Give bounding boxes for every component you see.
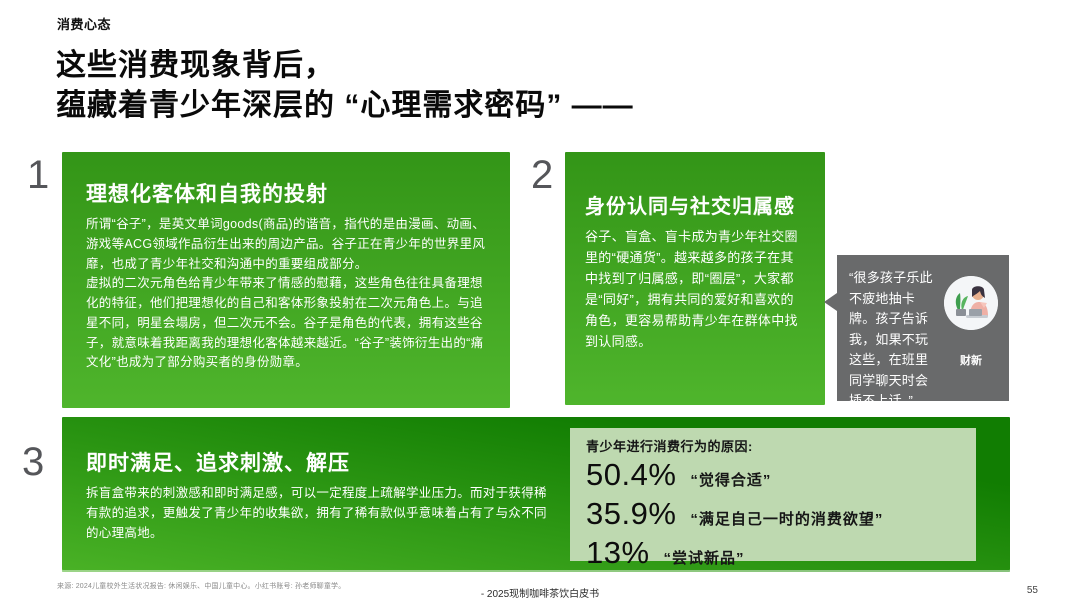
section-2-title: 身份认同与社交归属感 <box>585 196 795 218</box>
section-number-3: 3 <box>22 440 45 484</box>
quote-text: “很多孩子乐此不疲地抽卡牌。孩子告诉我，如果不玩这些，在班里同学聊天时会插不上话… <box>849 270 933 409</box>
section-card-2: 身份认同与社交归属感 谷子、盲盒、盲卡成为青少年社交圈里的“硬通货”。越来越多的… <box>565 152 825 405</box>
stat-value: 13% <box>586 535 650 570</box>
quote-source-label: 财新 <box>960 355 982 367</box>
section-1-title: 理想化客体和自我的投射 <box>86 183 328 206</box>
section-1-body: 所谓“谷子”，是英文单词goods(商品)的谐音，指代的是由漫画、动画、游戏等A… <box>86 217 486 370</box>
avatar <box>944 276 998 330</box>
section-3-title: 即时满足、追求刺激、解压 <box>86 452 350 475</box>
section-number-1: 1 <box>27 153 50 197</box>
quote-attribution: 财新 <box>941 268 1001 391</box>
stat-label: “尝试新品” <box>663 550 745 567</box>
speech-arrow-icon <box>824 293 837 311</box>
section-card-3: 即时满足、追求刺激、解压 拆盲盒带来的刺激感和即时满足感，可以一定程度上疏解学业… <box>62 417 1010 572</box>
section-card-1: 理想化客体和自我的投射 所谓“谷子”，是英文单词goods(商品)的谐音，指代的… <box>62 152 510 408</box>
section-2-body: 谷子、盲盒、盲卡成为青少年社交圈里的“硬通货”。越来越多的孩子在其中找到了归属感… <box>585 229 798 350</box>
consumption-reasons-panel: 青少年进行消费行为的原因: 50.4% “觉得合适” 35.9% “满足自己一时… <box>570 428 976 570</box>
expert-quote-bubble: “很多孩子乐此不疲地抽卡牌。孩子告诉我，如果不玩这些，在班里同学聊天时会插不上话… <box>824 255 1009 409</box>
stat-row: 35.9% “满足自己一时的消费欲望” <box>586 496 960 532</box>
page-title-line1: 这些消费现象背后， <box>56 49 335 82</box>
stats-heading: 青少年进行消费行为的原因: <box>586 439 753 454</box>
stat-value: 50.4% <box>586 457 677 492</box>
page-number: 55 <box>1026 585 1038 596</box>
stat-row: 13% “尝试新品” <box>586 535 960 571</box>
page-title: 这些消费现象背后， 蕴藏着青少年深层的 “心理需求密码” —— <box>56 46 634 126</box>
stat-row: 50.4% “觉得合适” <box>586 457 960 493</box>
stat-label: “满足自己一时的消费欲望” <box>690 511 884 528</box>
section-number-2: 2 <box>531 153 554 197</box>
footer-report-title: - 2025现制咖啡茶饮白皮书 <box>480 589 600 600</box>
section-3-body: 拆盲盒带来的刺激感和即时满足感，可以一定程度上疏解学业压力。而对于获得稀有款的追… <box>86 486 547 540</box>
footer-source-note: 来源: 2024儿童校外生活状况报告: 休闲娱乐、中国儿童中心。小红书账号: 孙… <box>57 583 346 590</box>
page-title-line2: 蕴藏着青少年深层的 “心理需求密码” —— <box>56 88 634 122</box>
stat-value: 35.9% <box>586 496 677 531</box>
stat-label: “觉得合适” <box>690 472 772 489</box>
slide-eyebrow: 消费心态 <box>57 17 112 32</box>
